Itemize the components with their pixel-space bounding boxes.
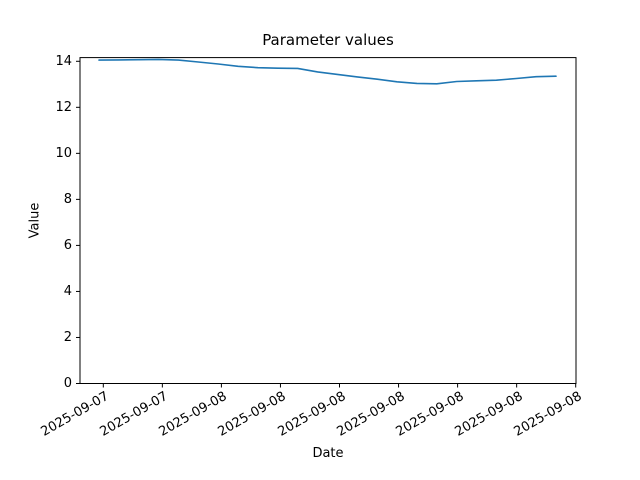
y-tick-label: 12 xyxy=(55,99,72,115)
y-tick-label: 8 xyxy=(63,191,72,207)
y-tick-label: 2 xyxy=(63,329,72,345)
axes-spines xyxy=(79,57,577,384)
parameter-values-line xyxy=(98,58,557,85)
y-tick-label: 4 xyxy=(63,283,72,299)
y-tick-label: 10 xyxy=(55,145,72,161)
y-tick-label: 0 xyxy=(63,376,72,391)
x-axis-label: Date xyxy=(312,446,344,461)
y-tick-label: 14 xyxy=(55,53,72,69)
y-tick-label: 6 xyxy=(63,237,72,253)
chart-title: Parameter values xyxy=(262,31,394,49)
